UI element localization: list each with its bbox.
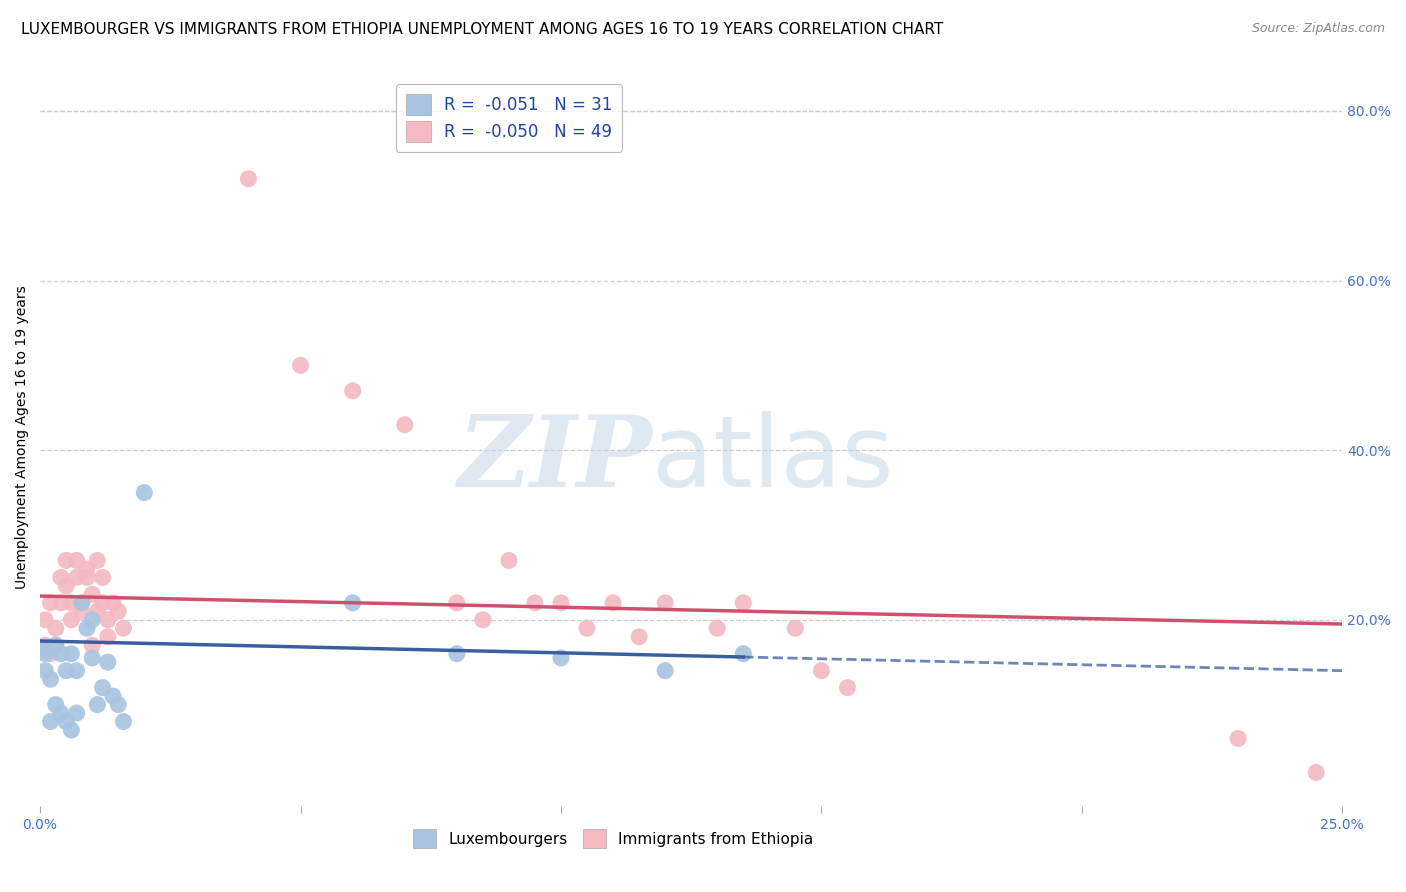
Point	[39, 714, 62, 729]
Point	[55, 579, 77, 593]
Point	[1305, 765, 1327, 780]
Point	[70, 596, 93, 610]
Point	[55, 664, 77, 678]
Point	[290, 359, 312, 373]
Point	[39, 596, 62, 610]
Point	[86, 698, 108, 712]
Point	[91, 596, 114, 610]
Point	[837, 681, 859, 695]
Point	[785, 621, 807, 635]
Point	[550, 651, 572, 665]
Point	[65, 553, 87, 567]
Point	[86, 553, 108, 567]
Point	[97, 655, 120, 669]
Point	[34, 613, 56, 627]
Point	[70, 596, 93, 610]
Point	[134, 485, 156, 500]
Point	[65, 706, 87, 720]
Point	[523, 596, 546, 610]
Point	[602, 596, 624, 610]
Point	[65, 570, 87, 584]
Point	[394, 417, 416, 432]
Point	[76, 562, 98, 576]
Point	[49, 570, 72, 584]
Point	[55, 714, 77, 729]
Point	[733, 596, 755, 610]
Point	[342, 384, 364, 398]
Point	[1227, 731, 1250, 746]
Point	[39, 672, 62, 686]
Point	[654, 664, 676, 678]
Point	[34, 647, 56, 661]
Point	[45, 621, 67, 635]
Point	[628, 630, 651, 644]
Text: Source: ZipAtlas.com: Source: ZipAtlas.com	[1251, 22, 1385, 36]
Point	[55, 553, 77, 567]
Point	[112, 621, 135, 635]
Point	[550, 596, 572, 610]
Legend: Luxembourgers, Immigrants from Ethiopia: Luxembourgers, Immigrants from Ethiopia	[406, 823, 820, 854]
Point	[107, 698, 129, 712]
Point	[34, 664, 56, 678]
Point	[49, 596, 72, 610]
Point	[91, 570, 114, 584]
Point	[34, 638, 56, 652]
Point	[31, 642, 53, 657]
Point	[82, 587, 104, 601]
Point	[70, 604, 93, 618]
Point	[112, 714, 135, 729]
Point	[706, 621, 728, 635]
Text: ZIP: ZIP	[457, 411, 652, 508]
Point	[498, 553, 520, 567]
Point	[49, 706, 72, 720]
Point	[49, 647, 72, 661]
Point	[471, 613, 494, 627]
Point	[60, 596, 83, 610]
Text: atlas: atlas	[652, 411, 894, 508]
Point	[82, 613, 104, 627]
Point	[101, 596, 124, 610]
Point	[576, 621, 599, 635]
Point	[45, 638, 67, 652]
Y-axis label: Unemployment Among Ages 16 to 19 years: Unemployment Among Ages 16 to 19 years	[15, 285, 30, 590]
Point	[733, 647, 755, 661]
Point	[76, 570, 98, 584]
Point	[446, 647, 468, 661]
Point	[82, 638, 104, 652]
Point	[45, 638, 67, 652]
Point	[97, 630, 120, 644]
Point	[65, 664, 87, 678]
Point	[101, 689, 124, 703]
Point	[60, 613, 83, 627]
Point	[342, 596, 364, 610]
Point	[45, 698, 67, 712]
Point	[76, 621, 98, 635]
Point	[60, 723, 83, 737]
Point	[86, 604, 108, 618]
Point	[238, 171, 260, 186]
Text: LUXEMBOURGER VS IMMIGRANTS FROM ETHIOPIA UNEMPLOYMENT AMONG AGES 16 TO 19 YEARS : LUXEMBOURGER VS IMMIGRANTS FROM ETHIOPIA…	[21, 22, 943, 37]
Point	[60, 647, 83, 661]
Point	[82, 651, 104, 665]
Point	[39, 647, 62, 661]
Point	[654, 596, 676, 610]
Point	[107, 604, 129, 618]
Point	[446, 596, 468, 610]
Point	[91, 681, 114, 695]
Point	[810, 664, 832, 678]
Point	[97, 613, 120, 627]
